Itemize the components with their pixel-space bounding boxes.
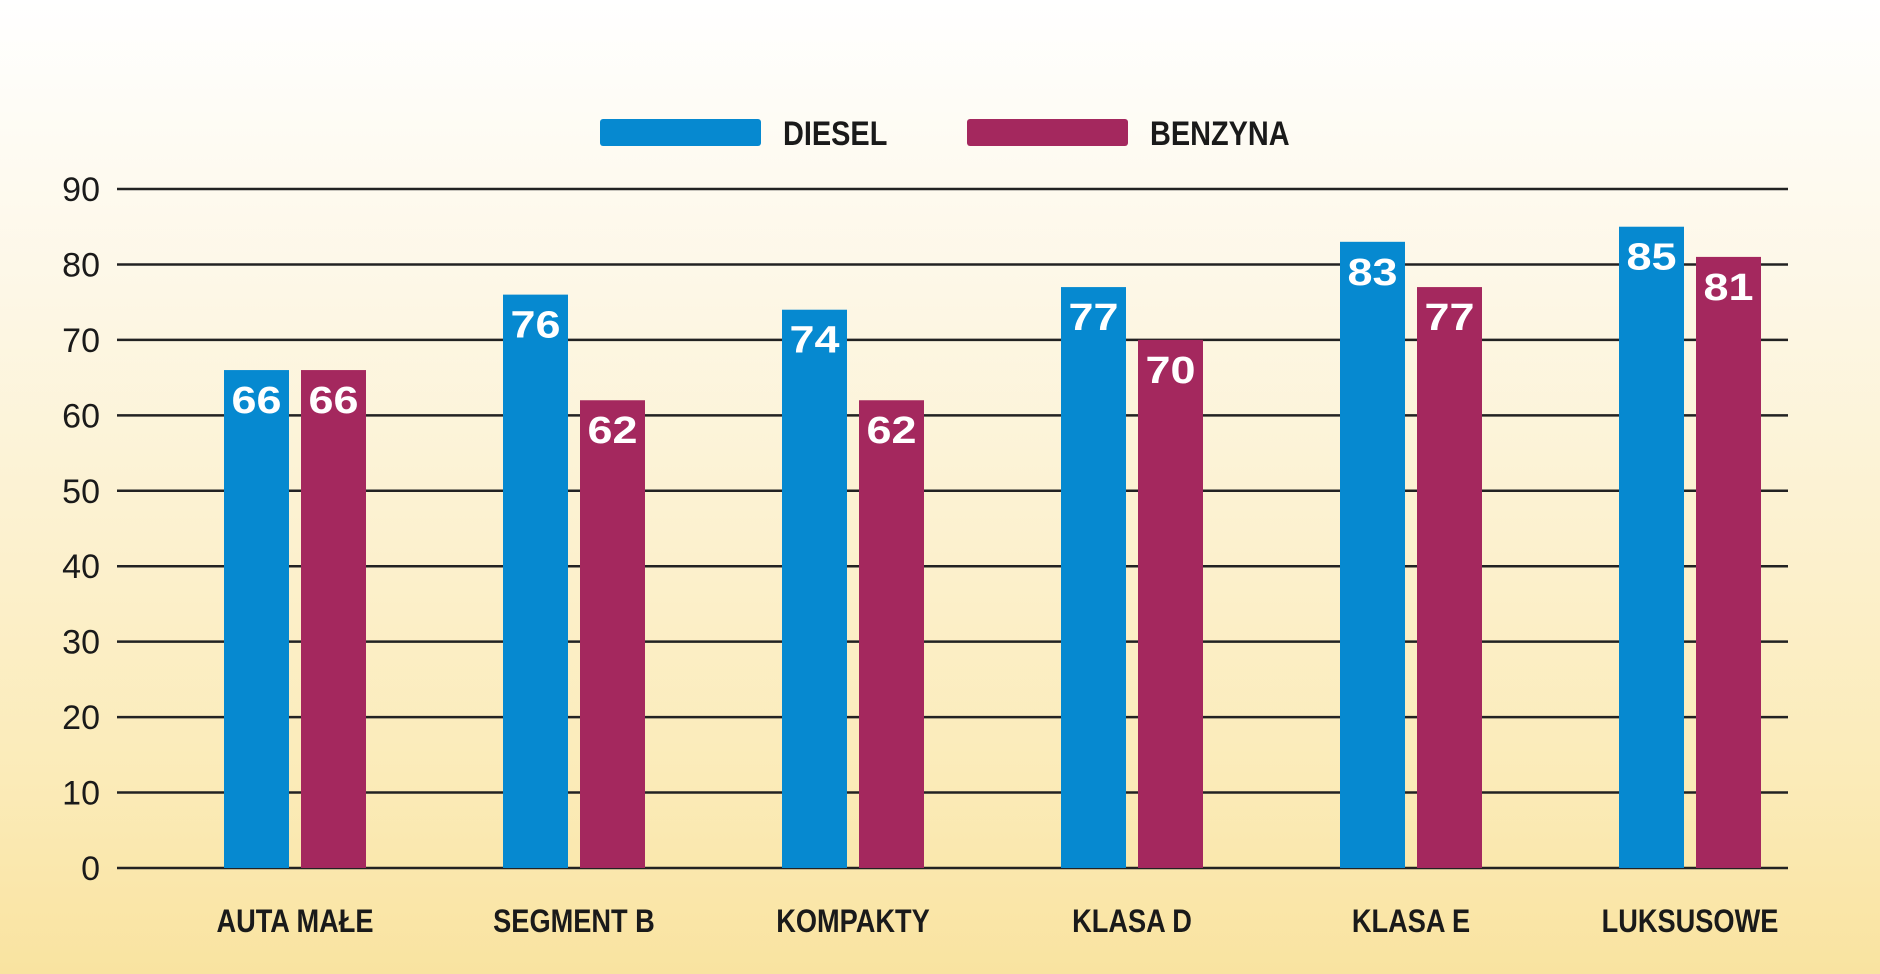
y-tick-label: 20 [62, 699, 100, 737]
bar-diesel [1340, 241, 1405, 869]
bar-benzyna [1696, 256, 1761, 868]
bar-diesel [503, 294, 568, 869]
legend-swatch-benzyna [967, 119, 1128, 146]
data-label: 62 [867, 410, 917, 452]
legend-swatch-diesel [600, 119, 761, 146]
y-tick-label: 10 [62, 775, 100, 813]
data-label: 77 [1425, 297, 1475, 339]
y-tick-label: 0 [81, 850, 100, 888]
y-tick-label: 50 [62, 473, 100, 511]
x-category-label: KOMPAKTY [776, 904, 930, 940]
data-label: 66 [309, 380, 359, 422]
bar-diesel [1619, 226, 1684, 868]
data-label: 83 [1348, 252, 1398, 294]
x-category-label: AUTA MAŁE [216, 904, 373, 940]
data-label: 77 [1069, 297, 1119, 339]
data-label: 70 [1146, 350, 1196, 392]
x-axis-labels: AUTA MAŁE SEGMENT B KOMPAKTY KLASA D KLASA E… [216, 904, 1778, 940]
bar-benzyna [1417, 287, 1482, 869]
y-tick-label: 70 [62, 322, 100, 360]
bars: 66 66 76 62 74 62 77 70 83 77 85 81 [224, 226, 1761, 869]
bar-benzyna [301, 370, 366, 868]
bar-benzyna [859, 400, 924, 868]
y-axis-ticks: 0 10 20 30 40 50 60 70 80 90 [62, 171, 100, 888]
x-category-label: KLASA E [1352, 904, 1470, 940]
x-category-label: LUKSUSOWE [1602, 904, 1779, 940]
legend-label: DIESEL [783, 114, 887, 153]
x-category-label: SEGMENT B [493, 904, 655, 940]
data-label: 74 [790, 320, 840, 362]
y-tick-label: 60 [62, 397, 100, 435]
bar-benzyna [1138, 339, 1203, 868]
y-tick-label: 80 [62, 246, 100, 284]
y-tick-label: 40 [62, 548, 100, 586]
bar-diesel [1061, 287, 1126, 869]
data-label: 66 [232, 380, 282, 422]
legend: DIESEL BENZYNA [600, 114, 1290, 153]
data-label: 62 [588, 410, 638, 452]
bar-diesel [224, 370, 289, 868]
y-tick-label: 90 [62, 171, 100, 209]
bar-benzyna [580, 400, 645, 868]
data-label: 81 [1704, 267, 1754, 309]
bar-diesel [782, 309, 847, 868]
x-category-label: KLASA D [1072, 904, 1192, 940]
legend-label: BENZYNA [1150, 114, 1290, 153]
y-tick-label: 30 [62, 624, 100, 662]
gridlines [117, 187, 1788, 870]
data-label: 85 [1627, 237, 1677, 279]
data-label: 76 [511, 305, 561, 347]
